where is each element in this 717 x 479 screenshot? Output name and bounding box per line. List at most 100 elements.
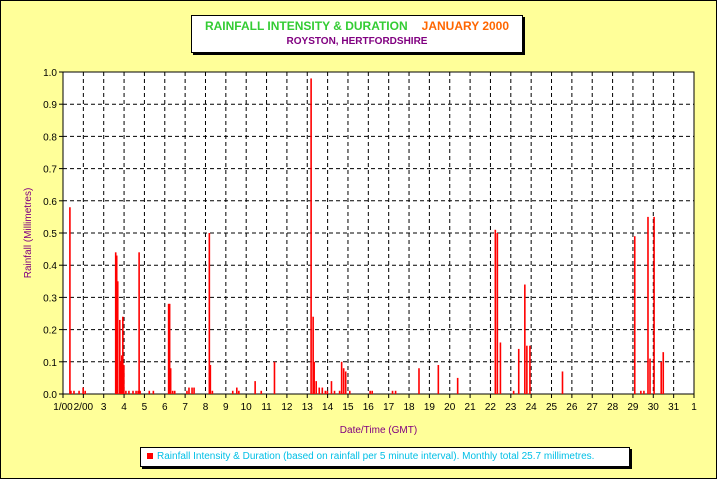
rainfall-bar bbox=[115, 255, 118, 394]
x-tick-label: 17 bbox=[383, 402, 395, 413]
rainfall-bar bbox=[231, 390, 234, 394]
rainfall-bar bbox=[69, 207, 71, 394]
rainfall-bar bbox=[238, 390, 240, 394]
x-tick-label: 12 bbox=[281, 402, 293, 413]
y-tick-label: 0.5 bbox=[43, 229, 57, 240]
x-tick-label: 28 bbox=[607, 402, 619, 413]
rainfall-bar bbox=[517, 348, 520, 394]
y-tick-label: 0.2 bbox=[43, 326, 57, 337]
x-tick-label: 20 bbox=[444, 402, 456, 413]
rainfall-bar bbox=[137, 390, 139, 394]
rainfall-bar bbox=[529, 345, 531, 394]
rainfall-bar bbox=[168, 303, 171, 394]
rainfall-bar bbox=[273, 361, 276, 394]
rainfall-bar bbox=[82, 387, 84, 394]
rainfall-bar bbox=[394, 390, 397, 394]
rainfall-bar bbox=[315, 381, 317, 394]
x-tick-label: 24 bbox=[526, 402, 538, 413]
rainfall-bar bbox=[121, 355, 123, 394]
x-tick-label: 6 bbox=[162, 402, 168, 413]
rainfall-bar bbox=[118, 319, 121, 394]
x-tick-label: 18 bbox=[403, 402, 415, 413]
rainfall-bar bbox=[324, 390, 327, 394]
rainfall-bar bbox=[633, 236, 636, 394]
rainfall-bar bbox=[494, 229, 497, 394]
x-tick-label: 29 bbox=[627, 402, 639, 413]
rainfall-bar bbox=[114, 252, 117, 394]
rainfall-bar bbox=[456, 377, 459, 394]
x-tick-label: 7 bbox=[182, 402, 188, 413]
rainfall-bar bbox=[122, 316, 124, 394]
x-tick-label: 15 bbox=[342, 402, 354, 413]
rainfall-bar bbox=[561, 371, 564, 394]
rainfall-bar bbox=[116, 281, 119, 394]
x-tick-label: 8 bbox=[203, 402, 209, 413]
rainfall-bar bbox=[167, 303, 170, 394]
rainfall-bar bbox=[173, 390, 176, 394]
x-tick-label: 16 bbox=[363, 402, 375, 413]
rainfall-bar bbox=[369, 390, 371, 394]
rainfall-bar bbox=[123, 365, 125, 394]
y-tick-label: 1.0 bbox=[43, 68, 57, 79]
rainfall-bar bbox=[191, 387, 193, 394]
rainfall-bar bbox=[186, 390, 188, 394]
rainfall-bar bbox=[260, 390, 263, 394]
y-tick-label: 0.9 bbox=[43, 100, 57, 111]
x-tick-label: 31 bbox=[668, 402, 680, 413]
rainfall-bar bbox=[211, 390, 214, 394]
rainfall-bar bbox=[138, 252, 140, 394]
rainfall-bar bbox=[647, 216, 649, 394]
x-tick-label: 1 bbox=[691, 402, 697, 413]
rainfall-bar bbox=[344, 371, 347, 394]
x-tick-label: 10 bbox=[241, 402, 253, 413]
rainfall-bar bbox=[391, 390, 394, 394]
y-tick-label: 0.0 bbox=[43, 390, 57, 401]
rainfall-bar bbox=[70, 390, 72, 394]
chart-title-line: RAINFALL INTENSITY & DURATION JANUARY 200… bbox=[192, 19, 522, 33]
rainfall-bar bbox=[139, 390, 141, 394]
x-tick-label: 22 bbox=[485, 402, 497, 413]
rainfall-bar bbox=[330, 381, 333, 394]
x-axis-label: Date/Time (GMT) bbox=[340, 425, 417, 436]
rainfall-bar bbox=[643, 390, 645, 394]
y-tick-label: 0.6 bbox=[43, 197, 57, 208]
x-tick-label: 27 bbox=[587, 402, 599, 413]
rainfall-bar bbox=[371, 390, 373, 394]
rainfall-bar bbox=[348, 390, 351, 394]
rainfall-bar bbox=[653, 216, 655, 394]
rainfall-bar bbox=[125, 390, 127, 394]
rainfall-bar bbox=[135, 390, 137, 394]
x-tick-label: 2/00 bbox=[74, 402, 94, 413]
rainfall-bar bbox=[171, 390, 174, 394]
x-tick-label: 30 bbox=[648, 402, 660, 413]
x-tick-label: 25 bbox=[546, 402, 558, 413]
rainfall-bar bbox=[524, 284, 526, 394]
y-tick-label: 0.3 bbox=[43, 293, 57, 304]
rainfall-bar bbox=[169, 368, 172, 394]
x-tick-label: 1/00 bbox=[53, 402, 73, 413]
y-tick-label: 0.8 bbox=[43, 132, 57, 143]
y-axis-label: Rainfall (Millimetres) bbox=[23, 188, 34, 279]
chart-subtitle: ROYSTON, HERTFORDSHIRE bbox=[286, 36, 428, 47]
y-tick-label: 0.7 bbox=[43, 165, 57, 176]
rainfall-bar bbox=[188, 387, 190, 394]
rainfall-bar bbox=[152, 390, 155, 394]
rainfall-bar bbox=[418, 368, 420, 394]
rainfall-bar bbox=[318, 387, 321, 394]
rainfall-bar bbox=[496, 233, 499, 394]
legend: Rainfall Intensity & Duration (based on … bbox=[140, 447, 630, 467]
legend-text: Rainfall Intensity & Duration (based on … bbox=[157, 451, 595, 462]
rainfall-bar bbox=[193, 387, 195, 394]
y-tick-label: 0.1 bbox=[43, 358, 57, 369]
x-tick-label: 9 bbox=[223, 402, 229, 413]
rainfall-bar bbox=[340, 361, 343, 394]
chart-title: RAINFALL INTENSITY & DURATION bbox=[204, 19, 408, 33]
rainfall-bar bbox=[119, 361, 122, 394]
x-tick-label: 5 bbox=[142, 402, 148, 413]
rainfall-bar bbox=[209, 365, 212, 394]
rainfall-bar bbox=[662, 352, 665, 394]
x-tick-label: 3 bbox=[101, 402, 107, 413]
rainfall-bar bbox=[640, 390, 642, 394]
rainfall-bar bbox=[512, 390, 515, 394]
